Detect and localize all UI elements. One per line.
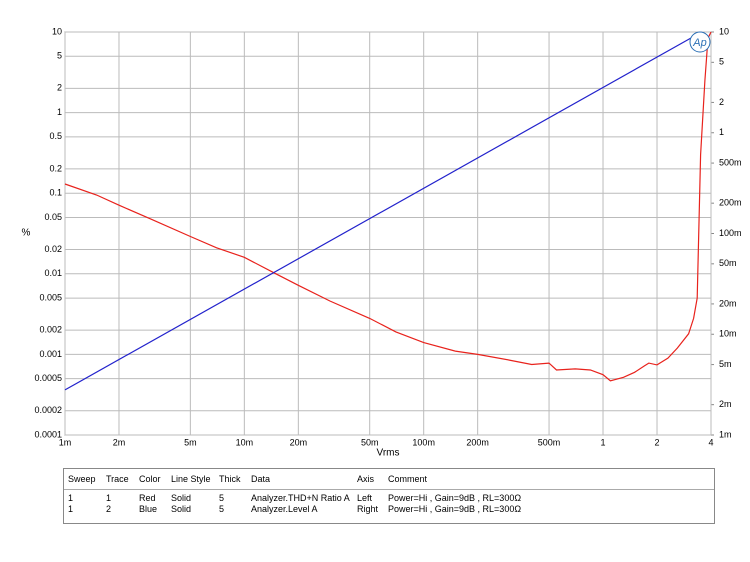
plot-area xyxy=(64,31,712,436)
table-cell: 1 xyxy=(106,493,112,503)
y2-tick-label: 10 xyxy=(719,26,729,36)
y2-tick-label: 100m xyxy=(719,228,742,238)
table-cell: Analyzer.THD+N Ratio A xyxy=(251,493,350,503)
y-tick-label: 1 xyxy=(57,107,62,117)
y2-tick-label: 5 xyxy=(719,57,724,67)
y-axis-label: % xyxy=(22,228,31,239)
y-tick-label: 0.05 xyxy=(44,212,62,222)
x-tick-label: 50m xyxy=(361,437,379,447)
table-cell: Trace xyxy=(106,474,129,484)
y-tick-label: 0.005 xyxy=(39,292,62,302)
y-tick-label: 0.002 xyxy=(39,325,62,335)
legend-table: Sweep Trace Color Line Style Thick Data Axis Co… xyxy=(63,468,715,524)
y-tick-label: 10 xyxy=(52,26,62,36)
x-tick-label: 20m xyxy=(290,437,308,447)
table-cell: Left xyxy=(357,493,373,503)
table-cell: 2 xyxy=(106,504,112,514)
y2-tick-label: 1 xyxy=(719,127,724,137)
x-tick-label: 100m xyxy=(412,437,435,447)
table-cell: Solid xyxy=(171,493,192,503)
table-cell: Axis xyxy=(357,474,375,484)
x-tick-label: 200m xyxy=(466,437,489,447)
y-tick-label: 0.2 xyxy=(49,163,62,173)
x-tick-label: 2 xyxy=(655,437,660,447)
table-cell: Right xyxy=(357,504,379,514)
y-tick-label: 2 xyxy=(57,83,62,93)
table-cell: Line Style xyxy=(171,474,211,484)
x-tick-label: 2m xyxy=(113,437,126,447)
y-tick-label: 0.0005 xyxy=(34,373,62,383)
table-cell: Sweep xyxy=(68,474,96,484)
y-tick-label: 0.001 xyxy=(39,349,62,359)
logo-circle xyxy=(689,31,711,53)
table-cell: 5 xyxy=(219,493,225,503)
y-tick-label: 0.5 xyxy=(49,131,62,141)
y2-tick-label: 200m xyxy=(719,198,742,208)
y2-tick-label: 10m xyxy=(719,329,737,339)
y2-tick-label: 1m xyxy=(719,429,732,439)
y-tick-label: 0.01 xyxy=(44,268,62,278)
y2-tick-label: 2 xyxy=(719,97,724,107)
table-cell: Power=Hi , Gain=9dB , RL=300Ω xyxy=(388,493,522,503)
logo: Ap xyxy=(692,37,706,49)
series-line xyxy=(64,31,702,391)
table-cell: Blue xyxy=(139,504,158,514)
y2-tick-label: 50m xyxy=(719,258,737,268)
table-cell: Comment xyxy=(388,474,428,484)
y-tick-label: 0.0002 xyxy=(34,405,62,415)
table-cell: Color xyxy=(139,474,161,484)
table-cell: 5 xyxy=(219,504,225,514)
table-cell: 1 xyxy=(68,504,74,514)
x-tick-label: 1 xyxy=(601,437,606,447)
chart: % Vrms 10 5 2 1 0.5 0.2 0.1 0.05 0.02 0.01 0.005 0.… xyxy=(22,26,742,459)
x-tick-label: 4 xyxy=(708,437,713,447)
y2-tick-label: 2m xyxy=(719,399,732,409)
x-tick-label: 5m xyxy=(184,437,197,447)
y2-tick-label: 500m xyxy=(719,157,742,167)
table-cell: Data xyxy=(251,474,271,484)
y2-tick-label: 20m xyxy=(719,298,737,308)
y-tick-label: 0.0001 xyxy=(34,429,62,439)
table-cell: Solid xyxy=(171,504,192,514)
separator xyxy=(64,489,714,490)
table-cell: Power=Hi , Gain=9dB , RL=300Ω xyxy=(388,504,522,514)
table-cell: 1 xyxy=(68,493,74,503)
table-cell: Thick xyxy=(219,474,241,484)
x-tick-label: 10m xyxy=(236,437,254,447)
y-tick-label: 5 xyxy=(57,51,62,61)
y-tick-label: 0.1 xyxy=(49,188,62,198)
x-axis-label: Vrms xyxy=(377,448,400,459)
series-line xyxy=(64,31,712,382)
x-tick-label: 1m xyxy=(59,437,72,447)
table-cell: Analyzer.Level A xyxy=(251,504,318,514)
y2-tick-label: 5m xyxy=(719,359,732,369)
x-tick-label: 500m xyxy=(538,437,561,447)
table-cell: Red xyxy=(139,493,156,503)
y-tick-label: 0.02 xyxy=(44,244,62,254)
